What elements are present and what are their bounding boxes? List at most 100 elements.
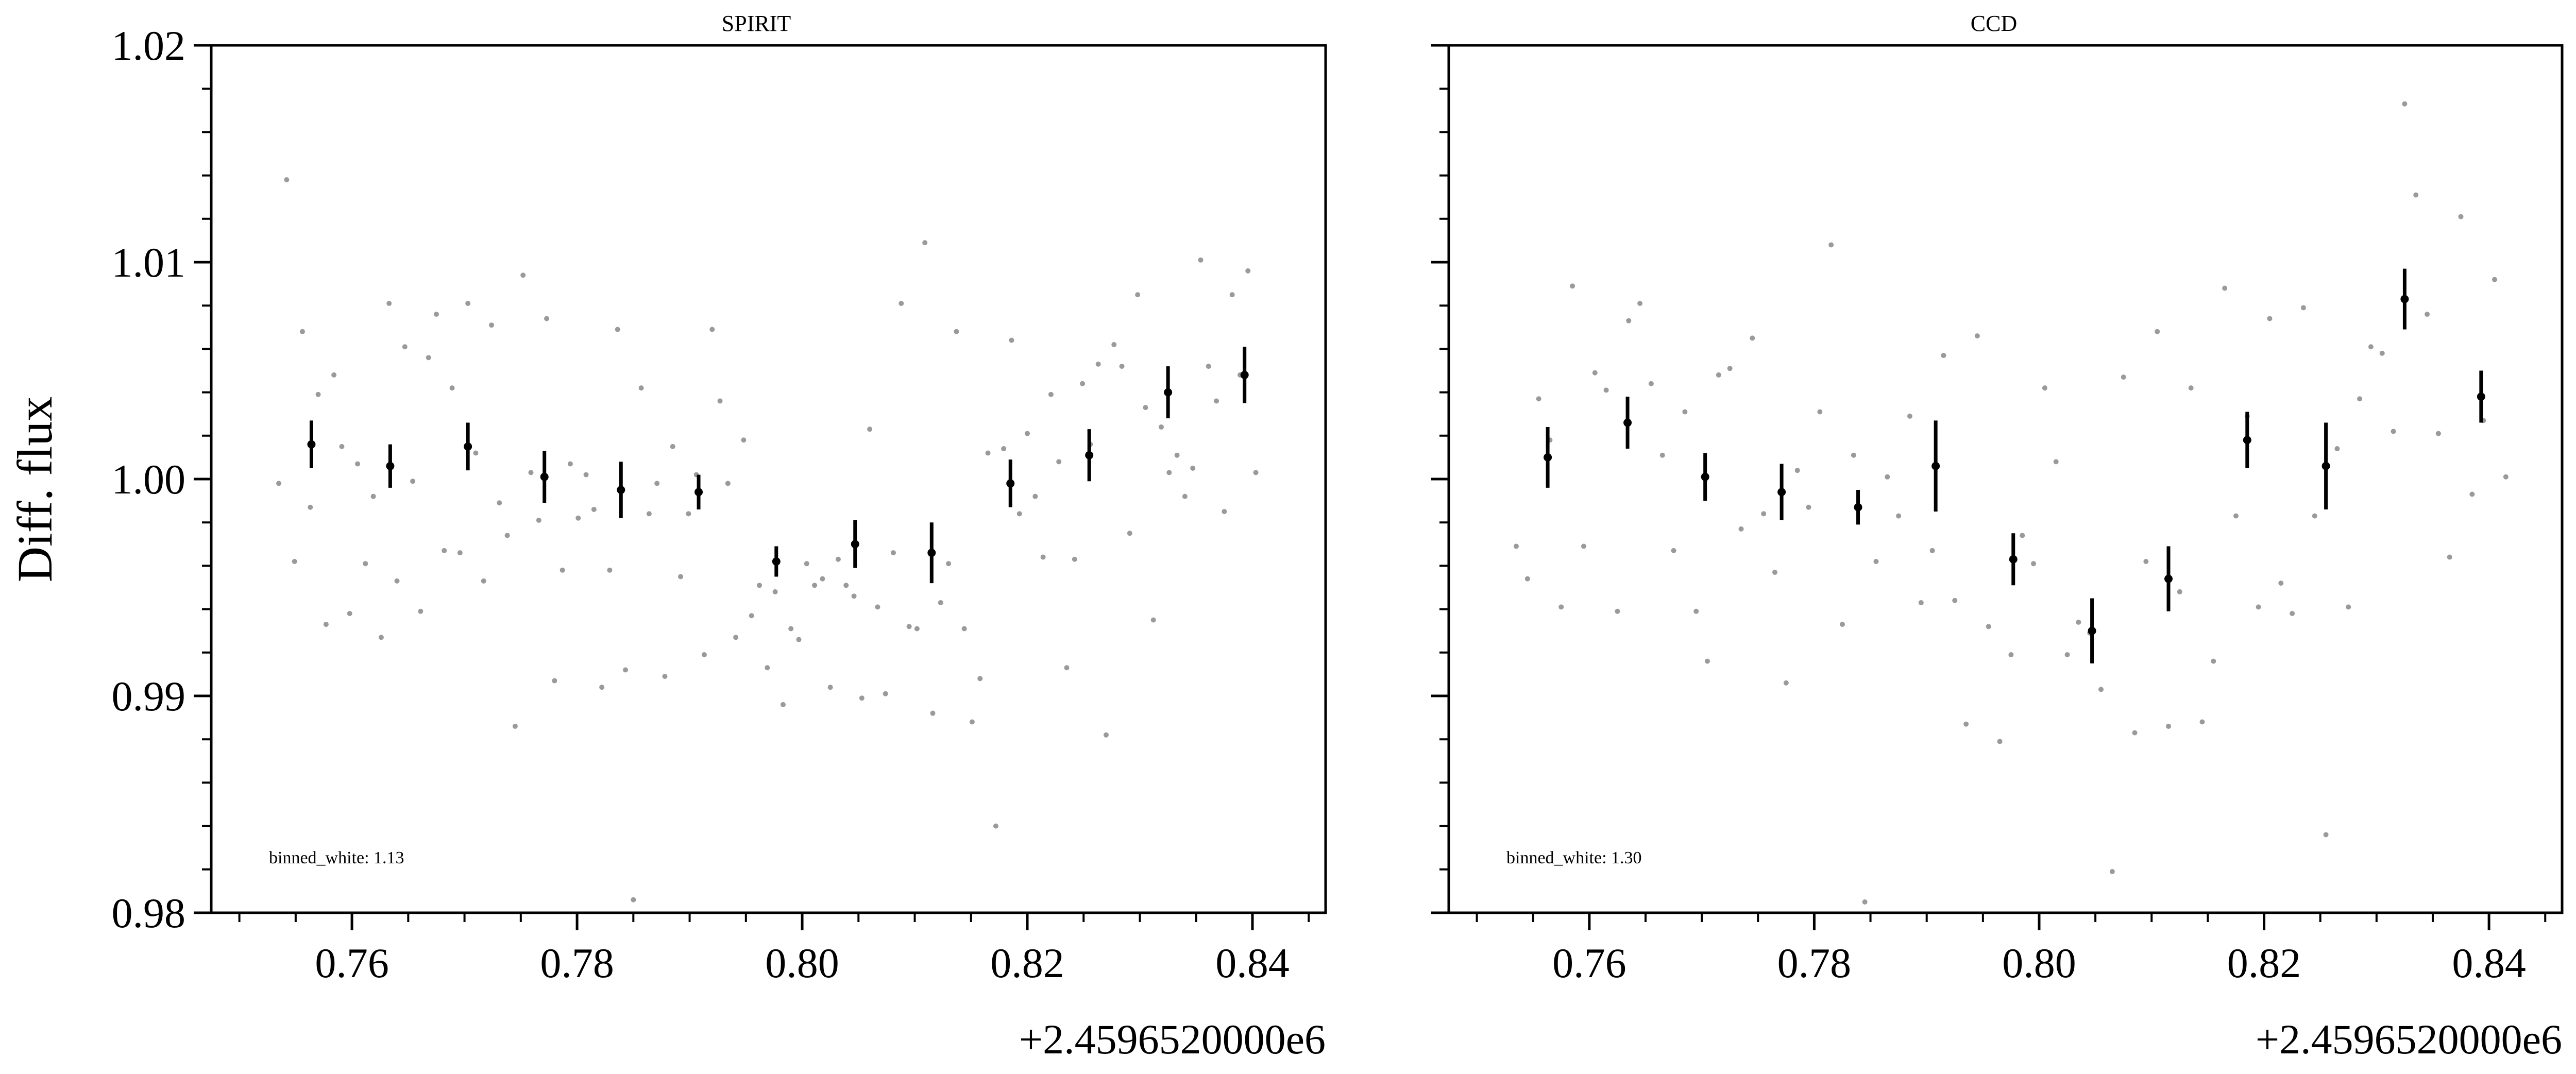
spirit-raw-point [820,576,825,582]
ccd-x-tick-label: 0.78 [1777,940,1852,986]
spirit-x-tick-label: 0.78 [540,940,614,986]
ccd-raw-point [1693,608,1699,614]
ccd-binned-white-annotation: binned_white: 1.30 [1506,848,1642,867]
spirit-raw-point [355,461,361,467]
spirit-raw-point [906,624,912,629]
ccd-raw-point [2188,385,2194,391]
spirit-binned-point [617,486,625,495]
spirit-raw-point [804,561,809,567]
ccd-raw-point [1918,600,1924,605]
ccd-binned-point [1854,503,1862,512]
spirit-raw-point [615,327,620,332]
ccd-raw-point [1794,468,1800,473]
spirit-raw-point [1229,292,1235,298]
ccd-raw-point [2435,431,2441,436]
ccd-raw-point [1828,242,1834,248]
ccd-binned-point [1931,462,1940,470]
ccd-raw-point [2368,344,2374,350]
spirit-raw-point [1016,511,1022,517]
ccd-axis-ticks: 0.76 0.78 0.80 0.82 0.84 [1431,44,2564,986]
ccd-raw-point [2503,474,2509,480]
ccd-raw-point [2053,459,2059,465]
ccd-raw-point [1783,680,1789,686]
spirit-raw-point [946,561,952,567]
spirit-raw-point [733,635,739,640]
ccd-x-tick-label: 0.76 [1552,940,1626,986]
ccd-raw-point [2155,329,2160,334]
spirit-raw-point [442,548,447,553]
spirit-y-tick-label: 1.01 [112,239,186,286]
spirit-binned-point [307,440,316,449]
spirit-raw-point [1127,531,1132,536]
spirit-raw-point [1025,431,1030,436]
ccd-raw-point [2132,730,2138,736]
spirit-binned-point [694,488,703,497]
ccd-raw-point [2425,312,2430,317]
ccd-raw-point [1659,452,1665,458]
spirit-raw-point [402,344,408,350]
ccd-raw-point [2166,723,2172,729]
spirit-raw-point [418,608,423,614]
ccd-x-tick-label: 0.82 [2227,940,2301,986]
spirit-raw-point [922,240,928,246]
spirit-raw-point [457,550,463,556]
ccd-raw-point [2098,687,2104,692]
spirit-raw-point [315,391,321,397]
spirit-raw-point [1001,446,1007,452]
ccd-raw-point [2278,581,2284,586]
spirit-raw-point [969,719,975,725]
ccd-binned-point [2321,462,2330,470]
ccd-raw-point [1637,300,1643,306]
spirit-raw-point [1222,509,1227,515]
spirit-raw-point [985,450,991,456]
spirit-plot-area [276,177,1259,902]
spirit-raw-point [1245,268,1251,274]
spirit-panel: SPIRIT Diff. flux 0.76 0.78 0.80 0.82 0.840.… [7,11,1327,1063]
spirit-raw-point [914,626,920,632]
ccd-raw-point [2357,396,2363,402]
ccd-raw-point [2199,719,2205,725]
spirit-raw-point [1056,459,1062,465]
spirit-raw-point [575,515,581,521]
spirit-raw-point [1103,732,1109,738]
spirit-raw-point [308,504,313,510]
spirit-raw-point [481,578,486,584]
spirit-raw-point [1190,465,1196,471]
spirit-raw-point [339,444,345,449]
spirit-raw-point [961,626,967,632]
ccd-raw-point [1750,335,1755,341]
spirit-raw-point [765,665,770,671]
ccd-panel-title: CCD [1971,11,2017,36]
spirit-raw-point [670,444,675,449]
ccd-raw-point [2458,214,2464,219]
spirit-raw-point [583,472,589,478]
spirit-raw-point [654,481,660,486]
ccd-raw-point [2323,832,2329,838]
ccd-plot-area [1513,101,2509,905]
ccd-raw-point [2143,558,2149,564]
ccd-raw-point [2413,192,2419,198]
spirit-raw-point [567,461,573,467]
ccd-binned-point [2088,626,2096,635]
spirit-raw-point [607,567,613,573]
ccd-raw-point [2031,561,2037,567]
y-axis-label: Diff. flux [7,397,62,583]
ccd-raw-point [1648,381,1654,386]
spirit-raw-point [1214,398,1219,404]
spirit-raw-point [930,710,936,716]
ccd-raw-point [1581,543,1586,549]
ccd-raw-point [1896,513,1902,519]
ccd-raw-point [1873,558,1879,564]
spirit-raw-point [560,567,565,573]
spirit-y-tick-label: 0.98 [112,890,186,936]
ccd-raw-point [1941,353,1946,359]
spirit-raw-point [347,611,352,617]
spirit-x-tick-label: 0.80 [765,940,839,986]
spirit-raw-point [701,652,707,658]
ccd-raw-point [1592,370,1598,376]
spirit-raw-point [386,300,392,306]
ccd-raw-point [1615,608,1620,614]
spirit-binned-point [1164,388,1173,397]
spirit-raw-point [1064,665,1070,671]
ccd-raw-point [2042,385,2047,391]
